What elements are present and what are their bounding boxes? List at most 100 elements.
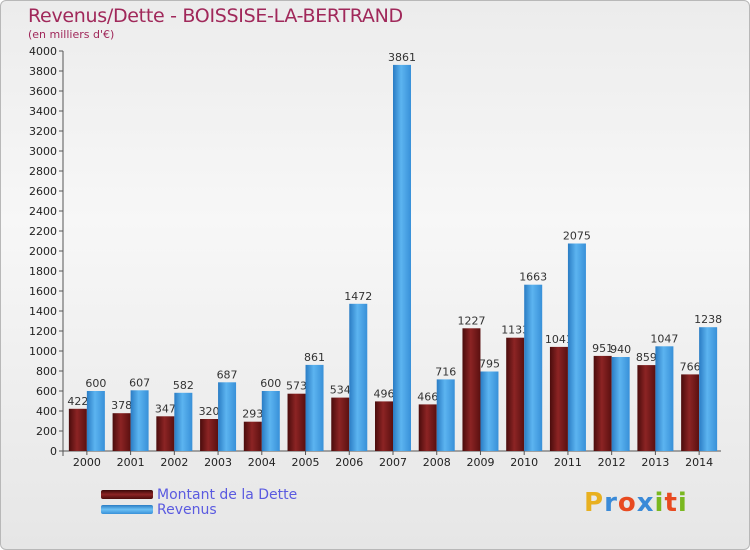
revenue-bar: [305, 364, 324, 451]
debt-bar: [156, 416, 175, 451]
revenue-value-label: 687: [217, 368, 238, 381]
y-tick-label: 0: [50, 445, 57, 458]
debt-bar: [375, 401, 393, 451]
revenue-bar: [174, 392, 193, 451]
debt-bar: [506, 337, 525, 451]
revenue-bar: [567, 243, 586, 451]
revenue-value-label: 582: [173, 379, 194, 392]
x-tick-label: 2012: [598, 456, 626, 469]
debt-value-label: 320: [199, 405, 220, 418]
y-tick-label: 1000: [29, 345, 57, 358]
y-tick-label: 2400: [29, 205, 57, 218]
legend-swatch: [101, 505, 153, 514]
revenue-value-label: 1047: [650, 332, 678, 345]
debt-bar: [200, 419, 219, 451]
x-tick-label: 2007: [379, 456, 407, 469]
debt-bar: [68, 408, 87, 451]
debt-value-label: 766: [680, 360, 701, 373]
debt-value-label: 1227: [457, 314, 485, 327]
x-tick-label: 2014: [685, 456, 713, 469]
x-tick-label: 2003: [204, 456, 232, 469]
debt-bar: [462, 328, 481, 451]
debt-bar: [681, 374, 700, 451]
y-tick-label: 2200: [29, 225, 57, 238]
debt-value-label: 573: [286, 380, 307, 393]
revenue-value-label: 1663: [519, 271, 547, 284]
y-tick-label: 1600: [29, 285, 57, 298]
revenue-value-label: 1238: [694, 313, 722, 326]
revenue-value-label: 600: [260, 377, 281, 390]
revenue-bar: [524, 284, 543, 451]
debt-bar: [418, 404, 437, 451]
y-tick-label: 1800: [29, 265, 57, 278]
legend: Montant de la Dette Revenus: [101, 487, 297, 518]
debt-value-label: 534: [330, 384, 351, 397]
debt-value-label: 378: [111, 399, 132, 412]
revenue-bar: [218, 382, 237, 451]
revenue-value-label: 3861: [388, 51, 416, 64]
revenue-value-label: 716: [435, 365, 456, 378]
y-tick-label: 4000: [29, 45, 57, 58]
y-tick-label: 800: [36, 365, 57, 378]
revenue-value-label: 1472: [344, 290, 372, 303]
chart-title: Revenus/Dette - BOISSISE-LA-BERTRAND: [28, 5, 403, 27]
debt-value-label: 422: [67, 395, 88, 408]
revenue-bar: [393, 64, 411, 452]
revenue-value-label: 607: [129, 376, 150, 389]
chart-subtitle: (en milliers d'€): [28, 28, 115, 41]
debt-bar: [331, 397, 350, 451]
x-tick-label: 2002: [160, 456, 188, 469]
revenue-value-label: 795: [479, 358, 500, 371]
debt-bar: [549, 346, 568, 451]
legend-swatch: [101, 490, 153, 499]
y-tick-label: 2800: [29, 165, 57, 178]
debt-value-label: 347: [155, 402, 176, 415]
debt-value-label: 951: [592, 342, 613, 355]
revenue-bar: [130, 390, 149, 451]
x-tick-label: 2004: [248, 456, 276, 469]
logo-letter: o: [617, 488, 637, 518]
x-tick-label: 2000: [73, 456, 101, 469]
debt-value-label: 466: [417, 390, 438, 403]
debt-value-label: 1041: [545, 333, 573, 346]
x-tick-label: 2009: [466, 456, 494, 469]
debt-bar: [243, 421, 262, 451]
logo-letter: t: [664, 488, 678, 518]
revenue-bar: [611, 357, 630, 451]
y-tick-label: 2000: [29, 245, 57, 258]
x-tick-label: 2011: [554, 456, 582, 469]
y-tick-label: 2600: [29, 185, 57, 198]
revenue-bar: [261, 391, 280, 451]
x-tick-label: 2005: [292, 456, 320, 469]
debt-value-label: 1133: [501, 324, 529, 337]
revenue-bar: [655, 346, 674, 451]
revenue-value-label: 2075: [563, 230, 591, 243]
y-tick-label: 3800: [29, 65, 57, 78]
revenue-value-label: 940: [610, 343, 631, 356]
logo-letter: x: [636, 488, 655, 518]
revenue-bar: [480, 371, 499, 451]
revenue-value-label: 861: [304, 351, 325, 364]
x-tick-label: 2008: [423, 456, 451, 469]
logo-letter: i: [654, 488, 665, 518]
revenue-value-label: 600: [85, 377, 106, 390]
x-tick-label: 2013: [641, 456, 669, 469]
legend-item: Montant de la Dette: [101, 487, 297, 503]
y-tick-label: 3600: [29, 85, 57, 98]
y-tick-label: 3200: [29, 125, 57, 138]
revenue-bar: [86, 391, 105, 451]
debt-value-label: 496: [374, 387, 395, 400]
y-tick-label: 400: [36, 405, 57, 418]
debt-value-label: 859: [636, 351, 657, 364]
logo-letter: r: [604, 488, 618, 518]
debt-bar: [637, 365, 656, 451]
debt-value-label: 293: [242, 408, 263, 421]
y-tick-label: 200: [36, 425, 57, 438]
logo-letter: i: [677, 488, 688, 518]
debt-bar: [112, 413, 131, 451]
y-tick-label: 1200: [29, 325, 57, 338]
revenue-bar: [699, 327, 718, 451]
legend-item: Revenus: [101, 502, 297, 518]
